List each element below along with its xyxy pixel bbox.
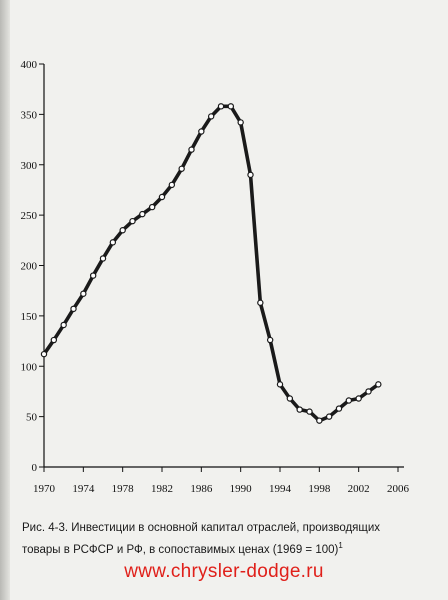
x-tick-label: 1994 xyxy=(269,483,292,495)
data-point xyxy=(296,406,303,413)
data-point xyxy=(99,255,107,262)
x-tick-label: 2006 xyxy=(387,483,410,495)
data-point xyxy=(158,193,166,201)
data-point xyxy=(178,165,185,172)
data-point xyxy=(109,239,117,246)
y-tick-label: 200 xyxy=(21,261,38,273)
x-tick-label: 1974 xyxy=(72,483,95,495)
x-tick-label: 1998 xyxy=(308,483,331,495)
y-tick-label: 50 xyxy=(26,412,38,424)
data-point xyxy=(60,321,67,329)
x-tick-label: 1978 xyxy=(112,483,135,495)
data-point xyxy=(237,119,244,126)
figure-caption: Рис. 4-3. Инвестиции в основной капитал … xyxy=(22,520,432,559)
data-point xyxy=(286,395,294,402)
data-point xyxy=(345,397,353,404)
series-line xyxy=(42,104,381,423)
y-tick-label: 300 xyxy=(21,160,38,172)
chart-series xyxy=(40,103,382,424)
y-tick-label: 350 xyxy=(21,109,38,121)
page-edge-shadow xyxy=(0,0,10,600)
data-point xyxy=(207,113,215,120)
data-point xyxy=(168,181,176,189)
data-point xyxy=(335,405,343,412)
data-point xyxy=(266,336,274,344)
caption-line-2-text: товары в РСФСР и РФ, в сопоставимых цена… xyxy=(22,543,339,556)
x-tick-label: 1982 xyxy=(151,483,173,495)
data-point xyxy=(139,210,146,218)
line-chart: 0 50 100 150 200 250 300 350 400 1970 1974 1978 198… xyxy=(21,59,410,495)
data-point xyxy=(148,203,156,211)
data-point xyxy=(89,272,97,279)
data-point xyxy=(227,103,235,110)
data-point xyxy=(129,217,136,225)
y-axis-ticks: 0 50 100 150 200 250 300 350 400 xyxy=(21,59,44,474)
data-point xyxy=(316,417,323,424)
data-point xyxy=(325,413,333,420)
data-point xyxy=(365,388,372,395)
x-tick-label: 1970 xyxy=(33,483,56,495)
y-tick-label: 150 xyxy=(21,311,38,323)
caption-line-1: Рис. 4-3. Инвестиции в основной капитал … xyxy=(22,522,381,534)
data-point xyxy=(80,290,87,297)
data-point xyxy=(198,128,205,135)
y-tick-label: 100 xyxy=(21,361,38,373)
caption-line-2: товары в РСФСР и РФ, в сопоставимых цена… xyxy=(22,537,432,559)
data-point xyxy=(247,171,254,179)
data-point xyxy=(276,381,284,388)
x-tick-label: 1986 xyxy=(190,483,213,495)
caption-footnote-mark: 1 xyxy=(338,541,343,550)
data-point xyxy=(40,350,48,358)
data-point xyxy=(355,395,362,402)
data-point xyxy=(257,299,264,306)
x-axis-ticks: 1970 1974 1978 1982 1986 1990 1994 1998 2002 2006 xyxy=(33,467,410,495)
watermark-link[interactable]: www.chrysler-dodge.ru xyxy=(124,561,324,582)
data-point xyxy=(306,408,313,415)
data-point xyxy=(375,381,382,388)
data-point xyxy=(188,146,195,153)
data-point xyxy=(50,336,58,344)
data-point xyxy=(217,103,225,110)
data-point xyxy=(70,305,77,313)
data-point xyxy=(119,227,126,234)
y-tick-label: 250 xyxy=(21,210,38,222)
x-tick-label: 1990 xyxy=(230,483,253,495)
y-tick-label: 400 xyxy=(21,59,38,71)
x-tick-label: 2002 xyxy=(348,483,370,495)
y-tick-label: 0 xyxy=(32,462,38,474)
